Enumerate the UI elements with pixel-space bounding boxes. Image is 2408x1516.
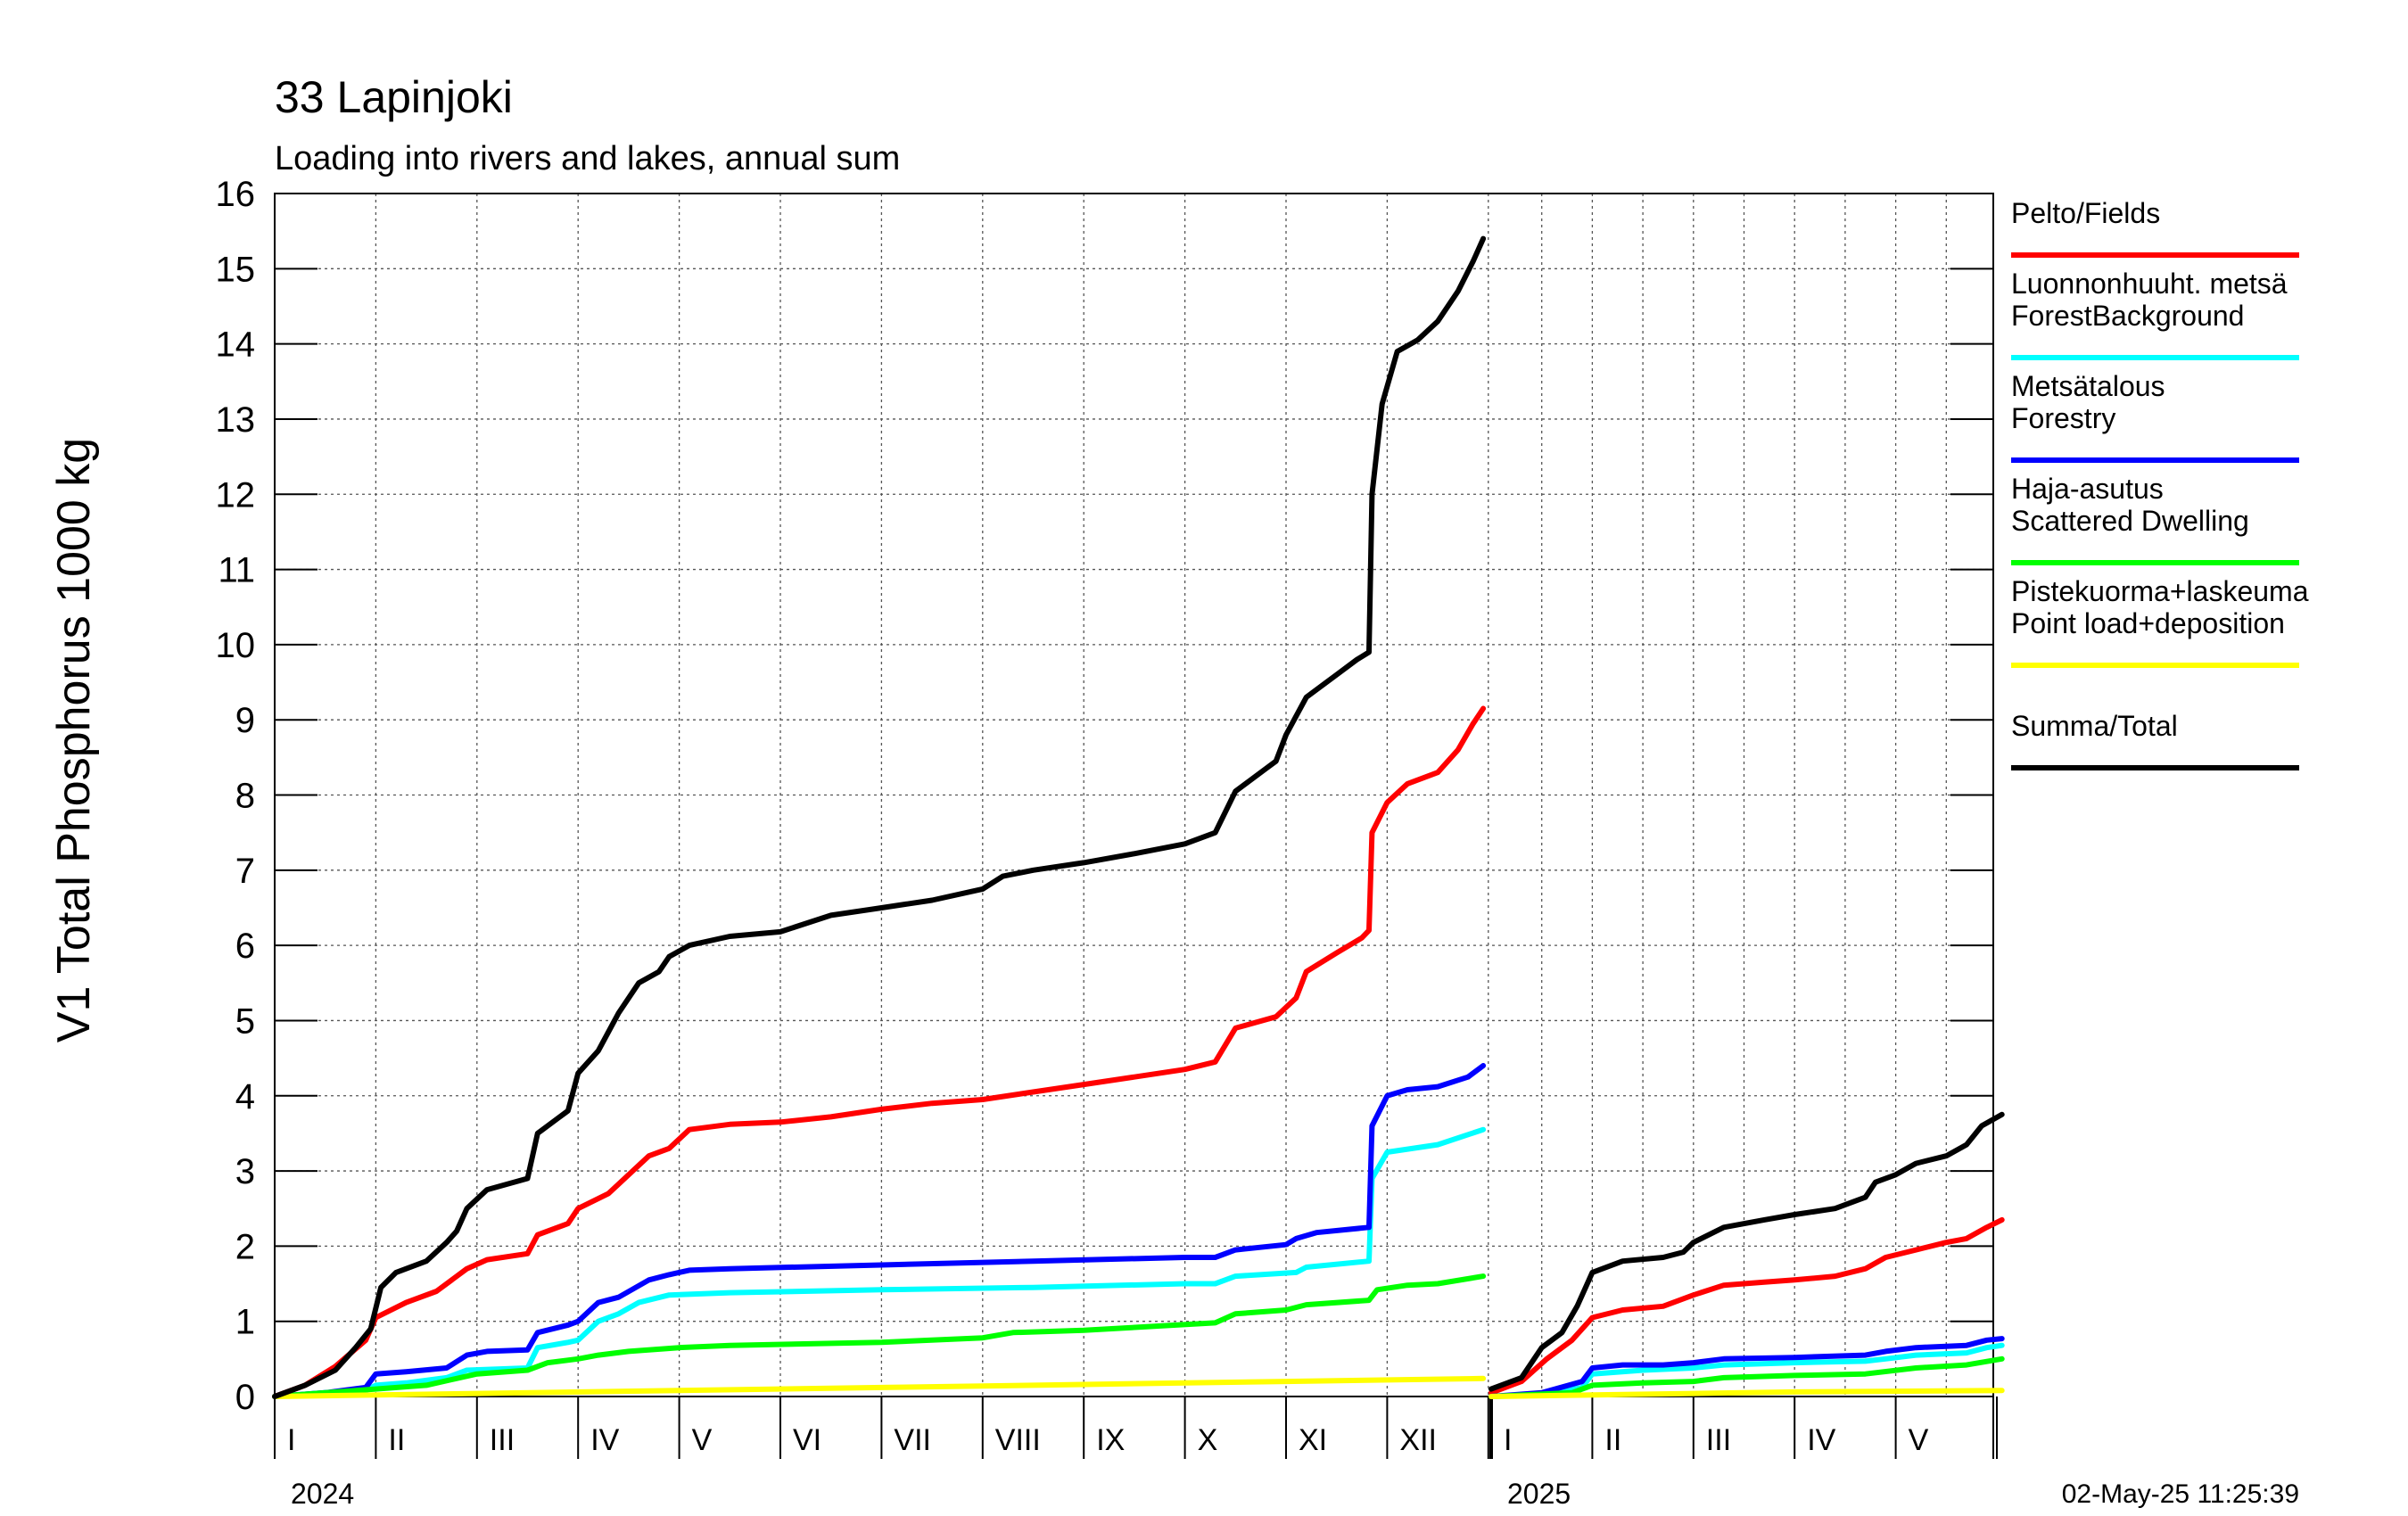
month-label: VI [793, 1423, 821, 1457]
series-lines [272, 235, 2005, 1399]
series-line-2025-5 [1489, 1111, 2005, 1392]
y-tick-label: 15 [216, 250, 256, 289]
y-tick-label: 3 [235, 1152, 255, 1191]
legend-label: Scattered Dwelling [2011, 505, 2249, 537]
series-line-2025-2 [1489, 1336, 2005, 1399]
legend-label: Luonnonhuuht. metsä [2011, 268, 2288, 300]
month-label: V [692, 1423, 713, 1457]
series-line-2025-3 [1489, 1355, 2005, 1399]
legend-label: Forestry [2011, 402, 2115, 434]
legend-label: Metsätalous [2011, 370, 2165, 402]
month-label: II [388, 1423, 405, 1457]
month-label: III [1706, 1423, 1731, 1457]
y-tick-label: 8 [235, 777, 255, 816]
y-tick-label: 9 [235, 701, 255, 740]
y-tick-label: 7 [235, 852, 255, 891]
y-tick-label: 0 [235, 1378, 255, 1417]
y-tick-label: 14 [216, 325, 256, 365]
legend-label: Point load+deposition [2011, 607, 2285, 639]
y-tick-label: 4 [235, 1077, 255, 1116]
chart-subtitle: Loading into rivers and lakes, annual su… [275, 140, 900, 177]
series-line-2024-5 [272, 235, 1487, 1399]
legend-label: Haja-asutus [2011, 473, 2164, 505]
y-tick-label: 12 [216, 475, 256, 515]
legend-label: Pelto/Fields [2011, 197, 2160, 229]
series-line-2025-1 [1489, 1342, 2005, 1399]
month-label: III [490, 1423, 515, 1457]
y-tick-label: 6 [235, 927, 255, 966]
legend: Pelto/Fields Luonnonhuuht. metsäForestBac… [2011, 197, 2309, 770]
month-label: IX [1096, 1423, 1125, 1457]
legend-label: Summa/Total [2011, 710, 2178, 742]
y-tick-label: 13 [216, 400, 256, 440]
series-line-2025-0 [1489, 1216, 2005, 1396]
month-label: IV [590, 1423, 619, 1457]
month-label: VIII [995, 1423, 1041, 1457]
month-label: II [1604, 1423, 1621, 1457]
month-label: I [287, 1423, 295, 1457]
month-label: VII [894, 1423, 931, 1457]
y-tick-label: 5 [235, 1001, 255, 1041]
y-tick-label: 2 [235, 1227, 255, 1266]
series-line-2024-0 [272, 705, 1487, 1399]
legend-label: ForestBackground [2011, 300, 2244, 332]
series-line-2024-3 [272, 1273, 1487, 1399]
month-label: XI [1299, 1423, 1327, 1457]
y-tick-label: 16 [216, 175, 256, 214]
year-label: 2025 [1507, 1478, 1571, 1510]
month-label: X [1198, 1423, 1218, 1457]
series-line-2025-4 [1489, 1388, 2005, 1399]
series-line-2024-4 [272, 1375, 1487, 1399]
series-line-2024-1 [272, 1126, 1487, 1399]
plot-frame [274, 193, 1994, 1397]
legend-label: Pistekuorma+laskeuma [2011, 575, 2309, 607]
chart-title: 33 Lapinjoki [275, 72, 513, 122]
month-label: IV [1807, 1423, 1835, 1457]
grid [275, 193, 1993, 1397]
y-axis-label: V1 Total Phosphorus 1000 kg [48, 438, 100, 1042]
year-label: 2024 [291, 1478, 354, 1510]
month-label: XII [1399, 1423, 1437, 1457]
month-label: V [1909, 1423, 1929, 1457]
series-line-2024-2 [272, 1063, 1487, 1399]
timestamp: 02-May-25 11:25:39 [2062, 1479, 2299, 1509]
y-tick-label: 10 [216, 626, 256, 665]
month-label: I [1504, 1423, 1512, 1457]
y-tick-label: 11 [218, 551, 255, 590]
y-tick-label: 1 [235, 1303, 255, 1342]
